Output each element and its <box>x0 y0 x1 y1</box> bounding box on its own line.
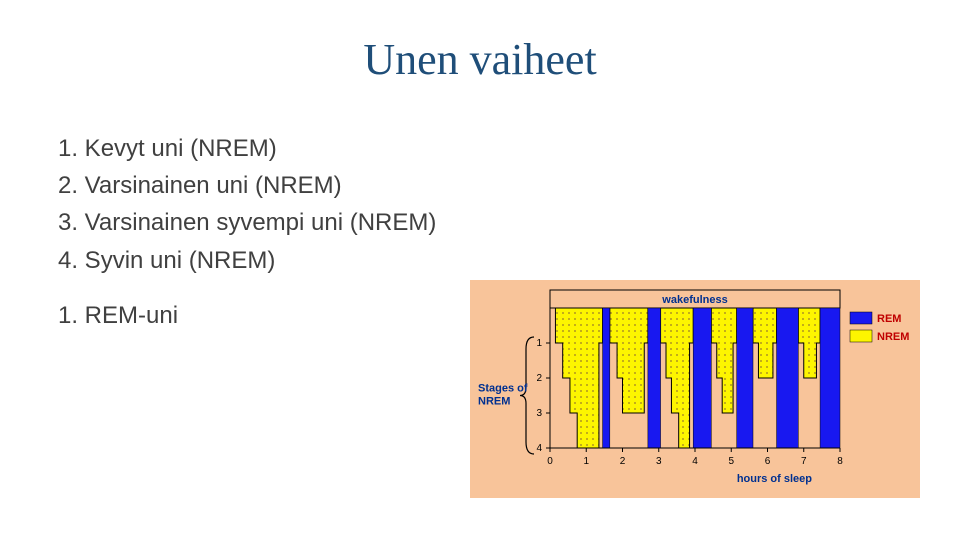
list-item: 2. Varsinainen uni (NREM) <box>58 167 436 204</box>
svg-text:8: 8 <box>837 456 843 467</box>
svg-text:3: 3 <box>536 408 542 419</box>
svg-text:hours of sleep: hours of sleep <box>737 473 812 485</box>
list-item: 3. Varsinainen syvempi uni (NREM) <box>58 204 436 241</box>
svg-text:0: 0 <box>547 456 553 467</box>
svg-text:Stages of: Stages of <box>478 383 528 395</box>
svg-text:3: 3 <box>656 456 662 467</box>
list-item: 1. REM-uni <box>58 297 436 334</box>
svg-text:1: 1 <box>536 338 542 349</box>
svg-text:wakefulness: wakefulness <box>661 294 727 306</box>
svg-text:1: 1 <box>583 456 589 467</box>
list-item: 4. Syvin uni (NREM) <box>58 242 436 279</box>
svg-text:NREM: NREM <box>877 331 909 343</box>
svg-text:REM: REM <box>877 313 901 325</box>
svg-text:5: 5 <box>728 456 734 467</box>
hypnogram-svg: wakefulness 0 1 2 3 4 5 6 7 8 hours of sleep 1 2 3 4 St… <box>470 280 920 498</box>
svg-text:2: 2 <box>536 373 542 384</box>
svg-text:6: 6 <box>765 456 771 467</box>
stage-list: 1. Kevyt uni (NREM)2. Varsinainen uni (N… <box>58 130 436 334</box>
svg-text:7: 7 <box>801 456 807 467</box>
list-item: 1. Kevyt uni (NREM) <box>58 130 436 167</box>
page-title: Unen vaiheet <box>0 34 960 85</box>
svg-text:4: 4 <box>536 443 542 454</box>
hypnogram-chart: wakefulness 0 1 2 3 4 5 6 7 8 hours of sleep 1 2 3 4 St… <box>470 280 920 498</box>
svg-text:4: 4 <box>692 456 698 467</box>
svg-text:NREM: NREM <box>478 396 510 408</box>
svg-text:2: 2 <box>620 456 626 467</box>
